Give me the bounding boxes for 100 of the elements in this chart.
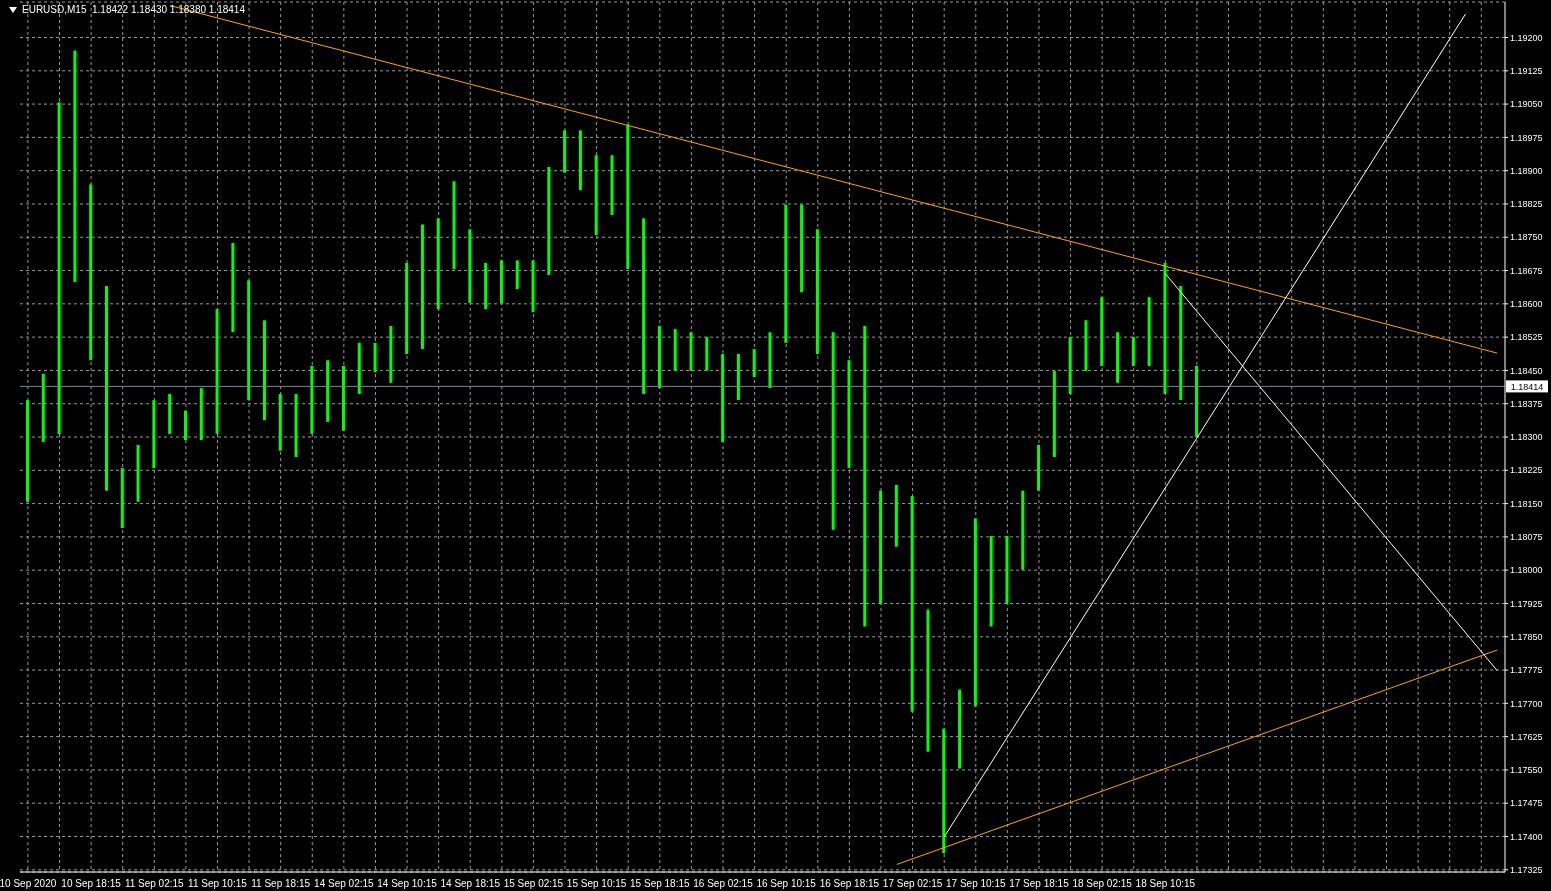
bar	[831, 332, 835, 530]
bar	[452, 181, 456, 270]
bar	[1163, 263, 1167, 394]
bar	[199, 388, 203, 441]
bar	[768, 332, 772, 389]
bar	[973, 518, 977, 707]
y-tick-label: 1.18825	[1510, 199, 1543, 210]
x-tick-label: 18 Sep 10:15	[1135, 878, 1196, 890]
bar	[168, 393, 172, 434]
bar	[1021, 490, 1025, 570]
bar	[689, 332, 693, 371]
x-tick-label: 18 Sep 02:15	[1072, 878, 1133, 890]
x-tick-label: 14 Sep 10:15	[377, 878, 438, 890]
x-tick-label: 15 Sep 10:15	[566, 878, 627, 890]
x-tick-label: 17 Sep 10:15	[946, 878, 1006, 890]
x-tick-label: 11 Sep 18:15	[251, 878, 311, 890]
bar	[989, 535, 993, 627]
bar	[310, 365, 314, 434]
y-tick-label: 1.19200	[1510, 32, 1543, 43]
bar	[357, 342, 361, 394]
bar	[247, 280, 251, 401]
bar	[547, 167, 551, 275]
y-tick-label: 1.18675	[1510, 265, 1543, 276]
y-tick-label: 1.18975	[1510, 132, 1543, 143]
bar	[294, 393, 298, 457]
x-tick-label: 14 Sep 18:15	[440, 878, 501, 890]
y-tick-label: 1.18450	[1510, 365, 1543, 376]
y-tick-label: 1.17325	[1510, 864, 1543, 875]
bar	[215, 309, 219, 434]
bar	[1037, 444, 1041, 491]
bar	[41, 373, 45, 442]
y-tick-label: 1.18900	[1510, 165, 1543, 176]
bar	[894, 484, 898, 547]
y-tick-label: 1.18150	[1510, 498, 1543, 509]
bar	[499, 260, 503, 303]
bar	[784, 204, 788, 343]
bar	[942, 728, 946, 854]
bar	[594, 155, 598, 236]
bar	[420, 224, 424, 350]
x-tick-label: 16 Sep 10:15	[756, 878, 817, 890]
y-tick-label: 1.18750	[1510, 232, 1543, 243]
y-tick-label: 1.19050	[1510, 99, 1543, 110]
bar	[705, 337, 709, 371]
bar	[326, 360, 330, 422]
bar	[341, 365, 345, 431]
y-tick-label: 1.17625	[1510, 731, 1543, 742]
x-tick-label: 16 Sep 02:15	[693, 878, 754, 890]
x-tick-label: 11 Sep 10:15	[188, 878, 248, 890]
y-tick-label: 1.18075	[1510, 532, 1543, 543]
bar	[26, 400, 29, 502]
y-tick-label: 1.17850	[1510, 631, 1543, 642]
bar	[642, 218, 646, 394]
bar	[1005, 535, 1009, 604]
bar	[863, 326, 867, 627]
bar	[610, 155, 614, 216]
x-tick-label: 15 Sep 02:15	[503, 878, 564, 890]
y-tick-label: 1.18000	[1510, 565, 1543, 576]
bar	[484, 263, 488, 310]
x-tick-label: 17 Sep 02:15	[882, 878, 943, 890]
bar	[104, 286, 108, 491]
bar	[183, 410, 187, 441]
bar	[1100, 297, 1104, 366]
x-tick-label: 10 Sep 2020	[0, 878, 57, 890]
bar	[578, 130, 582, 191]
bar	[1179, 286, 1183, 401]
y-tick-label: 1.18300	[1510, 432, 1543, 443]
bar	[1195, 365, 1199, 437]
y-tick-label: 1.18600	[1510, 299, 1543, 310]
y-tick-label: 1.18375	[1510, 398, 1543, 409]
bar	[926, 609, 930, 752]
y-tick-label: 1.17475	[1510, 798, 1543, 809]
y-tick-label: 1.18225	[1510, 465, 1543, 476]
bar	[515, 260, 519, 290]
bar	[752, 349, 756, 378]
bar	[563, 130, 567, 173]
bar	[73, 50, 77, 283]
bar	[405, 263, 409, 354]
x-tick-label: 14 Sep 02:15	[314, 878, 375, 890]
x-tick-label: 10 Sep 18:15	[61, 878, 122, 890]
bar	[152, 400, 156, 469]
bar	[736, 353, 740, 401]
bar	[800, 204, 804, 293]
y-tick-label: 1.18525	[1510, 332, 1543, 343]
bar	[626, 124, 630, 270]
bar	[1052, 370, 1056, 457]
x-tick-label: 16 Sep 18:15	[819, 878, 880, 890]
bar	[721, 353, 725, 442]
bar	[231, 243, 235, 333]
bar	[278, 393, 282, 451]
bar	[1147, 297, 1151, 366]
y-tick-label: 1.17400	[1510, 831, 1543, 842]
bar	[89, 184, 93, 361]
bar	[468, 229, 472, 303]
bar	[1116, 332, 1120, 383]
bar	[120, 468, 124, 528]
bar	[436, 218, 440, 310]
bar	[958, 689, 962, 769]
x-tick-label: 15 Sep 18:15	[630, 878, 690, 890]
y-tick-label: 1.19125	[1510, 66, 1543, 76]
y-tick-label: 1.17775	[1510, 665, 1543, 676]
